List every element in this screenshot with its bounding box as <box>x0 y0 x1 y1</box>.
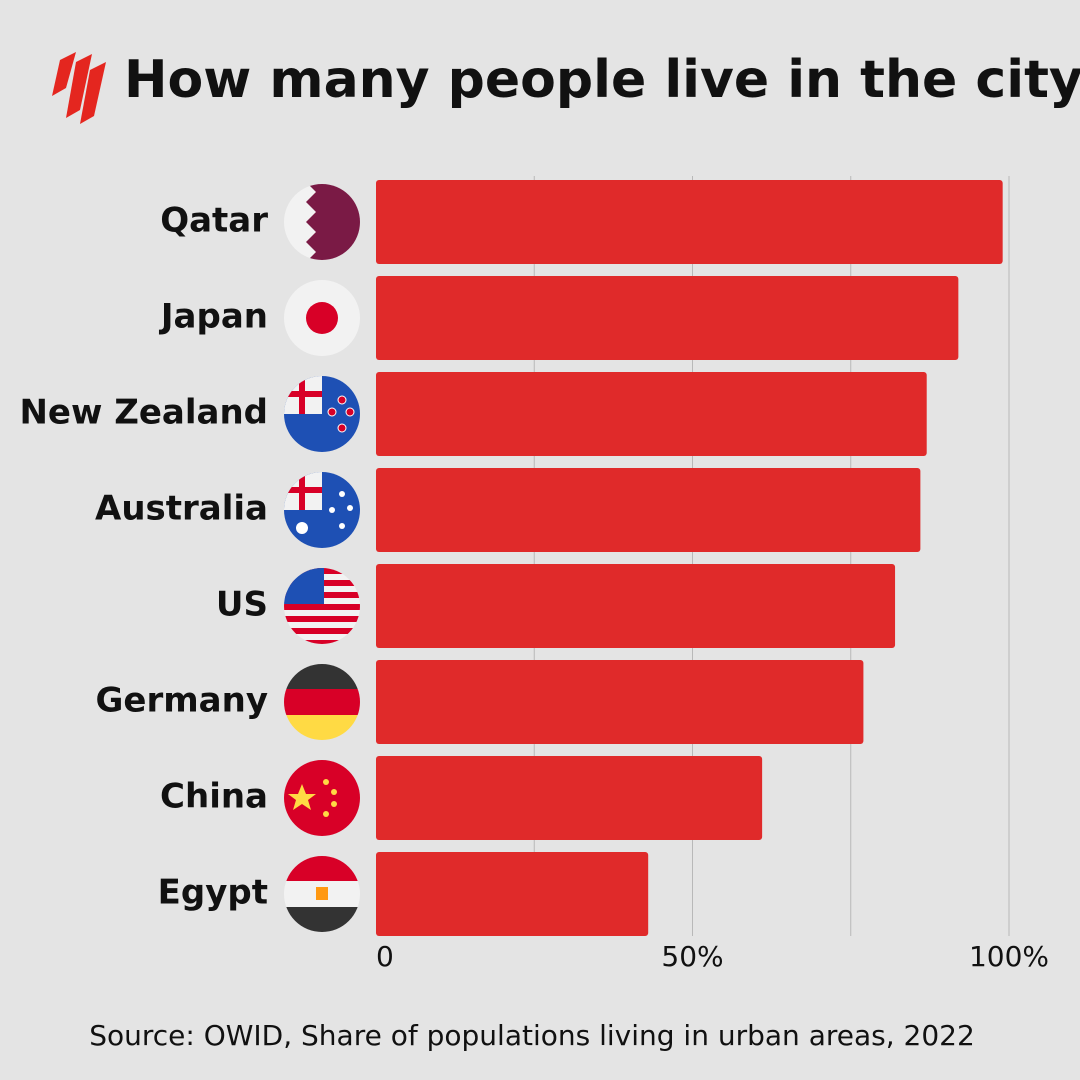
flag-nz <box>284 376 360 452</box>
flag-qatar <box>284 184 360 260</box>
flag-us <box>284 568 360 644</box>
x-tick-label: 100% <box>969 940 1049 973</box>
bar <box>376 564 896 648</box>
bar <box>376 180 1003 264</box>
flag-egypt <box>284 856 360 932</box>
category-label: US <box>216 585 268 625</box>
flag-china <box>284 760 360 836</box>
bar <box>376 372 927 456</box>
x-tick-label: 50% <box>661 940 723 973</box>
flag-germany <box>284 664 360 740</box>
category-label: China <box>160 777 268 817</box>
logo <box>52 52 106 124</box>
flag-japan <box>284 280 360 356</box>
chart-title: How many people live in the city? <box>124 50 1080 110</box>
bar <box>376 468 921 552</box>
bar <box>376 660 864 744</box>
category-label: Australia <box>95 489 268 529</box>
category-label: Germany <box>96 681 268 721</box>
source: Source: OWID, Share of populations livin… <box>89 1019 975 1052</box>
flag-australia <box>284 472 360 548</box>
category-label: New Zealand <box>19 393 268 433</box>
bar <box>376 276 959 360</box>
category-label: Qatar <box>160 201 268 241</box>
bar <box>376 756 763 840</box>
bar <box>376 852 649 936</box>
category-label: Egypt <box>158 873 268 913</box>
x-tick-label: 0 <box>376 940 394 973</box>
category-label: Japan <box>159 297 268 337</box>
